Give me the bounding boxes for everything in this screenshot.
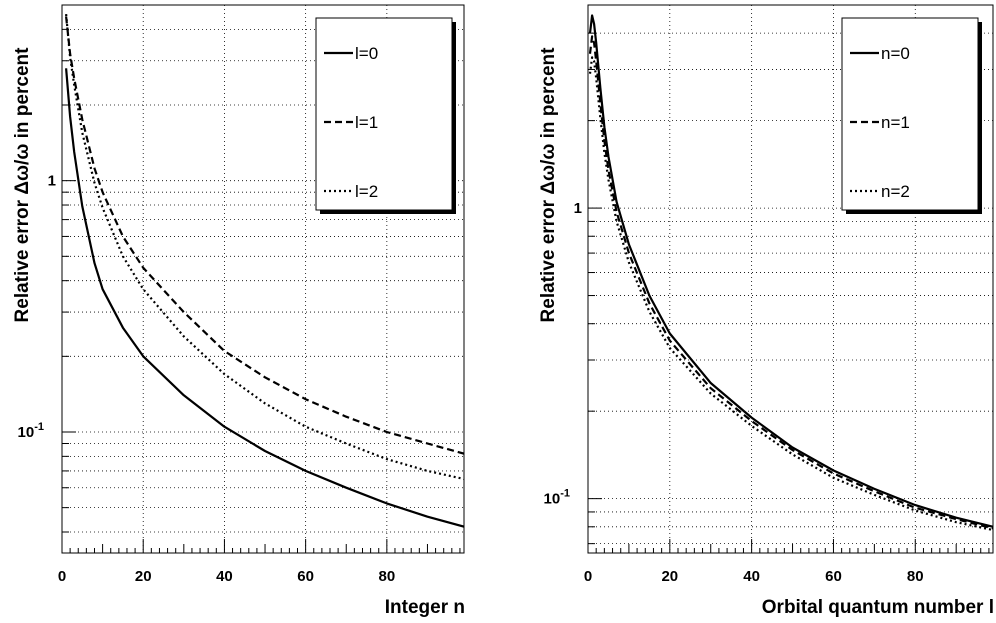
y-axis-title: Relative error Δω/ω in percent	[538, 47, 559, 323]
y-axis-title: Relative error Δω/ω in percent	[12, 47, 33, 323]
series-line-l=2	[65, 13, 464, 481]
series-line-n=1	[588, 35, 993, 530]
y-tick-label: 10-1	[18, 421, 44, 441]
x-axis-title: Integer n	[385, 597, 465, 618]
legend-label: n=0	[881, 44, 910, 63]
x-tick-label: 60	[297, 568, 314, 585]
series-line-n=2	[588, 56, 993, 532]
plot-frame	[61, 4, 465, 554]
x-axis-title: Orbital quantum number l	[762, 597, 994, 618]
axis-ticks	[587, 4, 990, 553]
x-tick-label: 40	[216, 568, 233, 585]
series-line-n=0	[588, 14, 993, 528]
legend-label: l=2	[355, 182, 378, 201]
series-line-l=1	[65, 16, 464, 455]
y-tick-label: 1	[48, 173, 56, 190]
x-tick-label: 80	[379, 568, 396, 585]
x-tick-label: 40	[743, 568, 760, 585]
legend-label: l=0	[355, 44, 378, 63]
plot-frame	[587, 4, 994, 554]
legend-label: n=2	[881, 182, 910, 201]
y-tick-exponent: -1	[34, 421, 44, 433]
x-tick-label: 20	[661, 568, 678, 585]
series-line-l=0	[65, 68, 464, 528]
x-tick-label: 60	[825, 568, 842, 585]
legend: n=0 n=1 n=2	[841, 17, 982, 214]
right-chart-panel: 0 20 40 60 80 1 10-1 Orbital quantum number l Re…	[538, 4, 994, 618]
legend-label: n=1	[881, 113, 910, 132]
x-tick-label: 0	[584, 568, 592, 585]
grid	[588, 5, 993, 553]
axis-ticks	[61, 4, 461, 553]
legend-box	[841, 17, 979, 211]
legend-label: l=1	[355, 113, 378, 132]
x-tick-label: 20	[135, 568, 152, 585]
y-tick-exponent: -1	[560, 488, 570, 500]
legend: l=0 l=1 l=2	[315, 17, 456, 214]
y-tick-label: 10-1	[544, 488, 570, 508]
left-chart-panel: 0 20 40 60 80 1 10-1 Integer n Relative error Δω…	[12, 4, 465, 618]
series-group	[588, 14, 993, 532]
x-tick-label: 0	[58, 568, 66, 585]
y-tick-label: 1	[574, 200, 582, 217]
legend-box	[315, 17, 453, 211]
grid	[62, 5, 464, 553]
series-group	[65, 13, 464, 528]
x-tick-label: 80	[907, 568, 924, 585]
